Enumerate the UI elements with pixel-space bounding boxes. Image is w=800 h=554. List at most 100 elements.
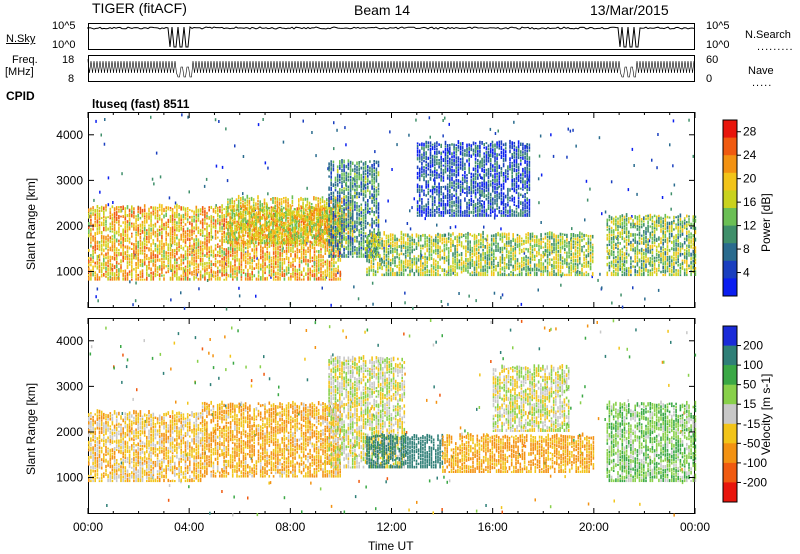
- heatmap-cell: [242, 253, 245, 257]
- heatmap-speckle: [270, 275, 272, 279]
- heatmap-cell: [356, 239, 358, 243]
- heatmap-cell: [158, 252, 161, 255]
- heatmap-cell: [544, 259, 547, 263]
- heatmap-cell: [238, 262, 241, 266]
- heatmap-cell: [118, 206, 120, 208]
- heatmap-cell: [402, 233, 405, 237]
- heatmap-cell: [540, 270, 542, 273]
- heatmap-cell: [272, 221, 274, 226]
- heatmap-cell: [482, 230, 484, 236]
- heatmap-speckle: [391, 168, 393, 171]
- heatmap-cell: [456, 257, 459, 262]
- heatmap-cell: [472, 208, 475, 211]
- heatmap-cell: [333, 258, 335, 260]
- heatmap-cell: [105, 228, 107, 232]
- heatmap-cell: [501, 246, 504, 252]
- heatmap-cell: [481, 190, 483, 194]
- heatmap-cell: [178, 266, 180, 271]
- heatmap-cell: [158, 268, 161, 271]
- heatmap-cell: [440, 158, 442, 161]
- heatmap-cell: [111, 248, 114, 252]
- heatmap-cell: [472, 173, 475, 177]
- heatmap-cell: [246, 239, 249, 242]
- heatmap-cell: [270, 198, 272, 201]
- heatmap-cell: [259, 225, 261, 229]
- heatmap-cell: [274, 197, 276, 200]
- heatmap-cell: [237, 238, 240, 241]
- heatmap-cell: [525, 258, 527, 263]
- heatmap-cell: [208, 257, 210, 260]
- heatmap-cell: [206, 230, 208, 233]
- heatmap-cell: [488, 266, 491, 270]
- heatmap-cell: [313, 234, 315, 238]
- heatmap-cell: [146, 264, 148, 269]
- heatmap-cell: [396, 255, 398, 259]
- heatmap-cell: [276, 236, 279, 241]
- heatmap-cell: [212, 249, 215, 255]
- heatmap-cell: [431, 195, 434, 201]
- heatmap-cell: [88, 222, 90, 227]
- heatmap-cell: [508, 250, 510, 255]
- heatmap-cell: [90, 212, 92, 215]
- heatmap-cell: [516, 243, 519, 248]
- heatmap-cell: [156, 250, 159, 254]
- heatmap-cell: [354, 194, 356, 199]
- heatmap-cell: [201, 234, 204, 237]
- heatmap-cell: [266, 253, 268, 256]
- heatmap-cell: [272, 260, 275, 263]
- heatmap-cell: [199, 228, 202, 233]
- heatmap-speckle: [155, 151, 158, 155]
- heatmap-cell: [364, 234, 367, 238]
- heatmap-cell: [275, 278, 277, 281]
- heatmap-cell: [583, 257, 585, 262]
- heatmap-cell: [404, 246, 407, 250]
- heatmap-cell: [307, 259, 309, 263]
- heatmap-cell: [109, 236, 112, 240]
- heatmap-cell: [244, 201, 246, 205]
- heatmap-cell: [477, 176, 479, 180]
- heatmap-cell: [521, 260, 523, 263]
- heatmap-cell: [459, 161, 462, 164]
- heatmap-cell: [193, 270, 195, 273]
- heatmap-cell: [375, 224, 378, 227]
- heatmap-cell: [576, 234, 579, 237]
- heatmap-cell: [279, 251, 281, 254]
- heatmap-cell: [92, 206, 94, 210]
- heatmap-cell: [227, 198, 229, 201]
- heatmap-cell: [579, 235, 581, 239]
- heatmap-cell: [444, 162, 447, 165]
- heatmap-cell: [161, 208, 163, 212]
- heatmap-cell: [422, 269, 424, 272]
- heatmap-cell: [503, 232, 506, 236]
- heatmap-cell: [576, 243, 579, 247]
- heatmap-cell: [131, 235, 133, 238]
- heatmap-cell: [260, 276, 262, 281]
- heatmap-cell: [315, 255, 318, 260]
- heatmap-cell: [189, 244, 191, 248]
- heatmap-cell: [465, 236, 467, 240]
- heatmap-cell: [244, 210, 247, 215]
- heatmap-cell: [362, 216, 365, 220]
- heatmap-cell: [461, 167, 464, 171]
- heatmap-cell: [171, 253, 174, 257]
- heatmap-cell: [90, 221, 92, 226]
- heatmap-cell: [268, 251, 271, 255]
- heatmap-cell: [233, 217, 236, 221]
- heatmap-cell: [453, 151, 455, 155]
- heatmap-cell: [250, 205, 253, 209]
- heatmap-cell: [287, 256, 290, 262]
- heatmap-cell: [122, 277, 124, 281]
- heatmap-cell: [109, 239, 112, 243]
- heatmap-cell: [389, 258, 392, 262]
- heatmap-cell: [473, 273, 476, 277]
- heatmap-cell: [148, 231, 150, 235]
- heatmap-cell: [199, 247, 202, 252]
- heatmap-cell: [367, 199, 369, 203]
- heatmap-cell: [229, 212, 231, 216]
- heatmap-cell: [277, 211, 279, 215]
- heatmap-cell: [435, 236, 437, 239]
- heatmap-cell: [302, 218, 304, 223]
- heatmap-cell: [298, 220, 300, 223]
- heatmap-speckle: [388, 244, 390, 248]
- heatmap-cell: [372, 268, 375, 273]
